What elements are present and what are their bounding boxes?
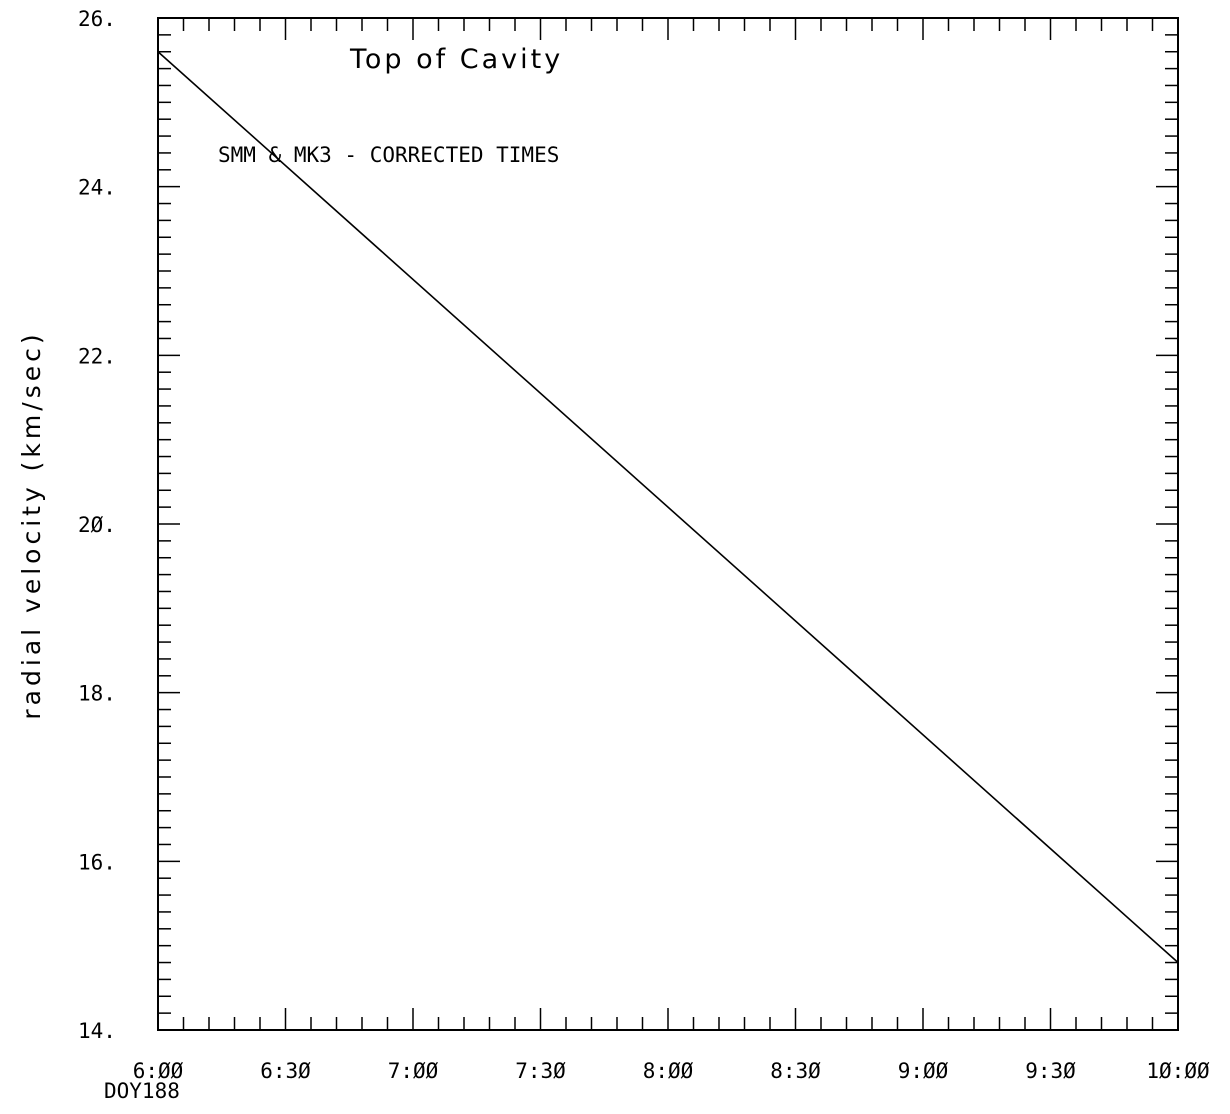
x-tick-label: 8:3Ø	[770, 1059, 821, 1083]
y-tick-label: 14.	[78, 1019, 116, 1043]
x-tick-label: 8:ØØ	[643, 1059, 694, 1083]
x-tick-label: 1Ø:ØØ	[1146, 1059, 1210, 1083]
x-sub-label: DOY188	[104, 1079, 180, 1103]
y-tick-label: 2Ø.	[78, 513, 116, 537]
chart-title: Top of Cavity	[349, 44, 563, 75]
x-tick-label: 7:ØØ	[388, 1059, 439, 1083]
x-tick-label: 9:3Ø	[1025, 1059, 1076, 1083]
chart-annotation: SMM & MK3 - CORRECTED TIMES	[218, 143, 559, 167]
y-tick-label: 16.	[78, 850, 116, 874]
x-tick-labels: 6:ØØ 6:3Ø 7:ØØ 7:3Ø 8:ØØ 8:3Ø 9:ØØ 9:3Ø 1Ø:ØØ	[133, 1059, 1210, 1083]
y-axis-title: radial velocity (km/sec)	[17, 330, 46, 719]
y-tick-labels: 14. 16. 18. 2Ø. 22. 24. 26.	[78, 7, 116, 1043]
series-line	[157, 51, 1179, 964]
plot-frame	[157, 17, 1179, 1031]
x-tick-label: 7:3Ø	[515, 1059, 566, 1083]
y-tick-label: 22.	[78, 344, 116, 368]
y-tick-label: 26.	[78, 7, 116, 31]
x-tick-label: 9:ØØ	[898, 1059, 949, 1083]
tick-marks	[157, 17, 1179, 1031]
x-tick-label: 6:3Ø	[260, 1059, 311, 1083]
y-tick-label: 24.	[78, 176, 116, 200]
x-tick-label: 6:ØØ	[133, 1059, 184, 1083]
y-tick-label: 18.	[78, 682, 116, 706]
